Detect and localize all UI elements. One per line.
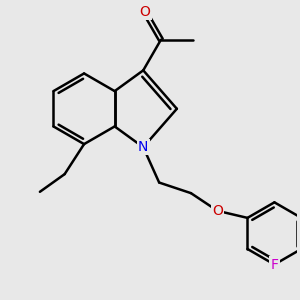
Text: F: F (270, 257, 278, 272)
Text: O: O (212, 204, 223, 218)
Text: O: O (140, 5, 151, 19)
Text: N: N (138, 140, 148, 154)
